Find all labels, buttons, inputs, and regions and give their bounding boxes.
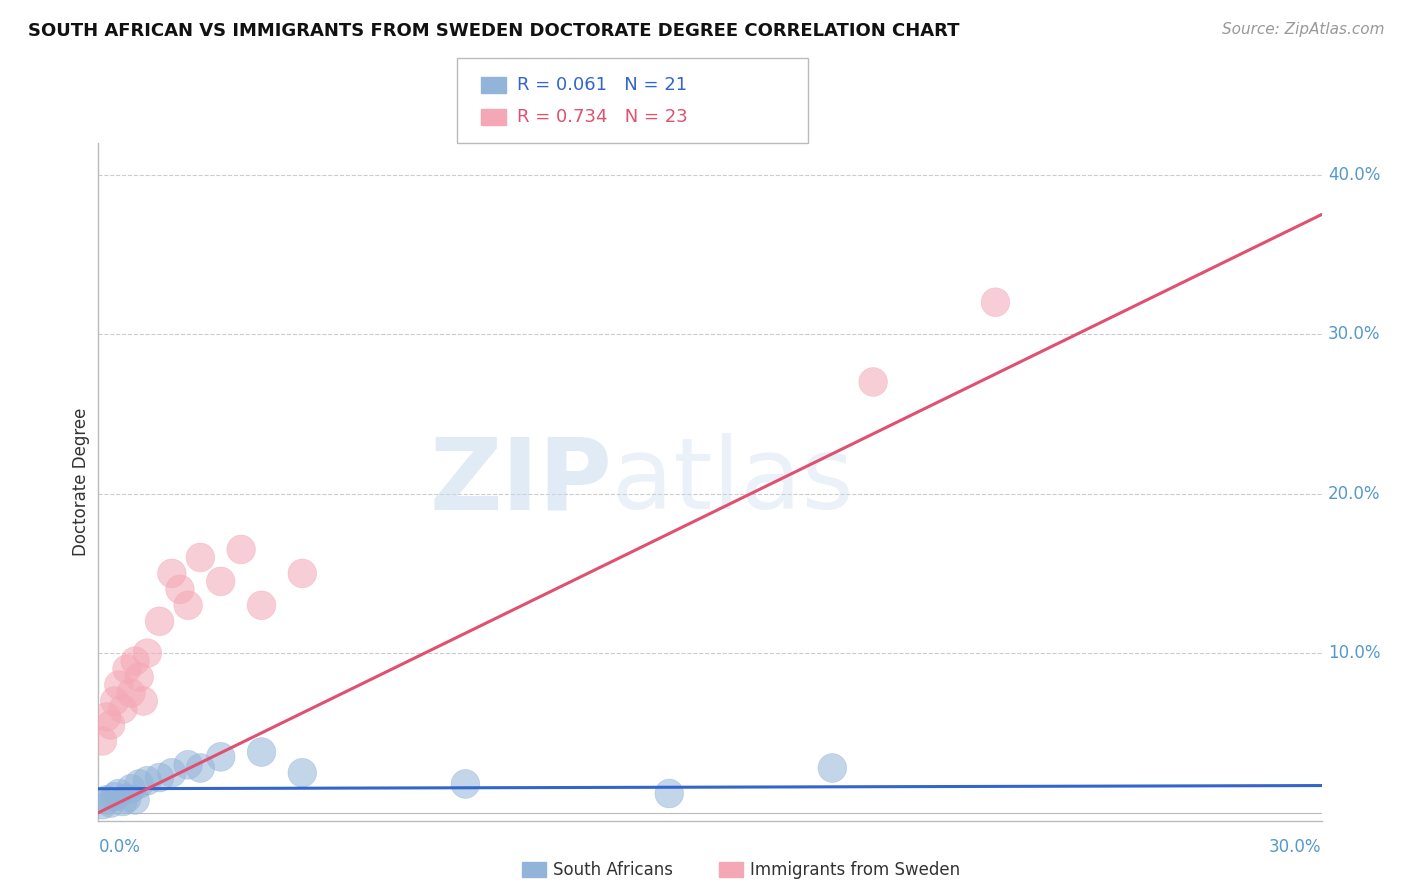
Ellipse shape bbox=[108, 787, 138, 816]
Text: Source: ZipAtlas.com: Source: ZipAtlas.com bbox=[1222, 22, 1385, 37]
Y-axis label: Doctorate Degree: Doctorate Degree bbox=[72, 408, 90, 556]
Text: Immigrants from Sweden: Immigrants from Sweden bbox=[751, 861, 960, 879]
Ellipse shape bbox=[174, 591, 202, 620]
Ellipse shape bbox=[818, 754, 846, 782]
Ellipse shape bbox=[134, 639, 162, 667]
Ellipse shape bbox=[174, 750, 202, 780]
Ellipse shape bbox=[108, 695, 138, 723]
Text: SOUTH AFRICAN VS IMMIGRANTS FROM SWEDEN DOCTORATE DEGREE CORRELATION CHART: SOUTH AFRICAN VS IMMIGRANTS FROM SWEDEN … bbox=[28, 22, 960, 40]
Ellipse shape bbox=[100, 687, 129, 715]
Text: 10.0%: 10.0% bbox=[1327, 644, 1381, 662]
Ellipse shape bbox=[121, 786, 149, 814]
Ellipse shape bbox=[97, 711, 125, 739]
Ellipse shape bbox=[93, 786, 121, 814]
Text: 0.0%: 0.0% bbox=[98, 838, 141, 855]
Ellipse shape bbox=[226, 535, 256, 564]
Ellipse shape bbox=[117, 679, 145, 707]
Ellipse shape bbox=[207, 742, 235, 772]
Ellipse shape bbox=[145, 764, 174, 792]
Ellipse shape bbox=[288, 559, 316, 588]
Ellipse shape bbox=[247, 738, 276, 766]
Ellipse shape bbox=[100, 782, 129, 811]
Ellipse shape bbox=[89, 790, 117, 819]
Ellipse shape bbox=[93, 703, 121, 731]
Ellipse shape bbox=[117, 774, 145, 803]
Text: 30.0%: 30.0% bbox=[1270, 838, 1322, 855]
Ellipse shape bbox=[104, 780, 134, 808]
Ellipse shape bbox=[134, 766, 162, 795]
Ellipse shape bbox=[288, 758, 316, 787]
Ellipse shape bbox=[125, 663, 153, 691]
Text: 20.0%: 20.0% bbox=[1327, 484, 1381, 503]
Ellipse shape bbox=[121, 647, 149, 675]
Ellipse shape bbox=[129, 687, 157, 715]
Ellipse shape bbox=[112, 784, 141, 813]
Text: South Africans: South Africans bbox=[554, 861, 673, 879]
Ellipse shape bbox=[186, 543, 215, 572]
Ellipse shape bbox=[145, 607, 174, 636]
Text: 30.0%: 30.0% bbox=[1327, 325, 1381, 343]
Ellipse shape bbox=[981, 288, 1010, 317]
Ellipse shape bbox=[451, 770, 479, 798]
Ellipse shape bbox=[89, 726, 117, 756]
Ellipse shape bbox=[655, 780, 683, 808]
Text: atlas: atlas bbox=[612, 434, 853, 530]
Text: R = 0.061   N = 21: R = 0.061 N = 21 bbox=[517, 76, 688, 95]
Ellipse shape bbox=[859, 368, 887, 396]
Ellipse shape bbox=[186, 754, 215, 782]
Ellipse shape bbox=[166, 575, 194, 604]
Ellipse shape bbox=[157, 758, 186, 787]
Ellipse shape bbox=[112, 655, 141, 683]
Text: 40.0%: 40.0% bbox=[1327, 166, 1381, 184]
Ellipse shape bbox=[157, 559, 186, 588]
Ellipse shape bbox=[97, 789, 125, 817]
Ellipse shape bbox=[247, 591, 276, 620]
Text: R = 0.734   N = 23: R = 0.734 N = 23 bbox=[517, 108, 688, 126]
Ellipse shape bbox=[104, 671, 134, 699]
Ellipse shape bbox=[207, 567, 235, 596]
Ellipse shape bbox=[125, 770, 153, 798]
Text: ZIP: ZIP bbox=[429, 434, 612, 530]
